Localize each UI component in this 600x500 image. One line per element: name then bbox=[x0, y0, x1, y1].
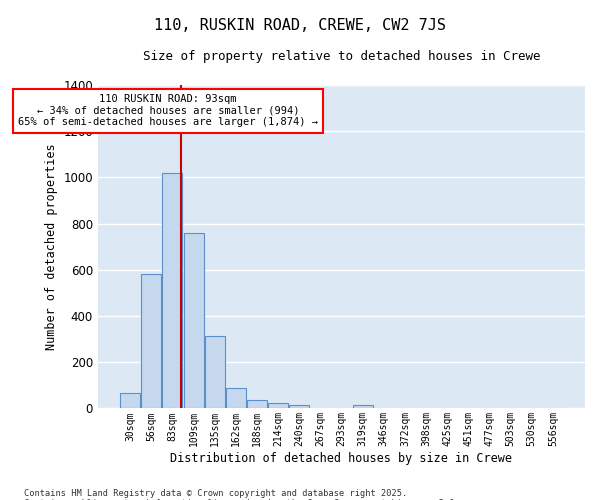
Bar bbox=[163, 173, 182, 408]
Text: 110 RUSKIN ROAD: 93sqm
← 34% of detached houses are smaller (994)
65% of semi-de: 110 RUSKIN ROAD: 93sqm ← 34% of detached… bbox=[18, 94, 318, 128]
Bar bbox=[247, 400, 267, 408]
Text: 110, RUSKIN ROAD, CREWE, CW2 7JS: 110, RUSKIN ROAD, CREWE, CW2 7JS bbox=[154, 18, 446, 32]
Text: Contains public sector information licensed under the Open Government Licence v3: Contains public sector information licen… bbox=[24, 498, 460, 500]
Bar bbox=[289, 405, 309, 408]
Bar bbox=[226, 388, 246, 408]
Bar bbox=[184, 233, 203, 408]
Bar bbox=[353, 405, 373, 408]
X-axis label: Distribution of detached houses by size in Crewe: Distribution of detached houses by size … bbox=[170, 452, 512, 465]
Y-axis label: Number of detached properties: Number of detached properties bbox=[45, 144, 58, 350]
Bar bbox=[120, 394, 140, 408]
Bar bbox=[141, 274, 161, 408]
Bar bbox=[268, 404, 288, 408]
Title: Size of property relative to detached houses in Crewe: Size of property relative to detached ho… bbox=[143, 50, 540, 63]
Bar bbox=[205, 336, 225, 408]
Text: Contains HM Land Registry data © Crown copyright and database right 2025.: Contains HM Land Registry data © Crown c… bbox=[24, 488, 407, 498]
